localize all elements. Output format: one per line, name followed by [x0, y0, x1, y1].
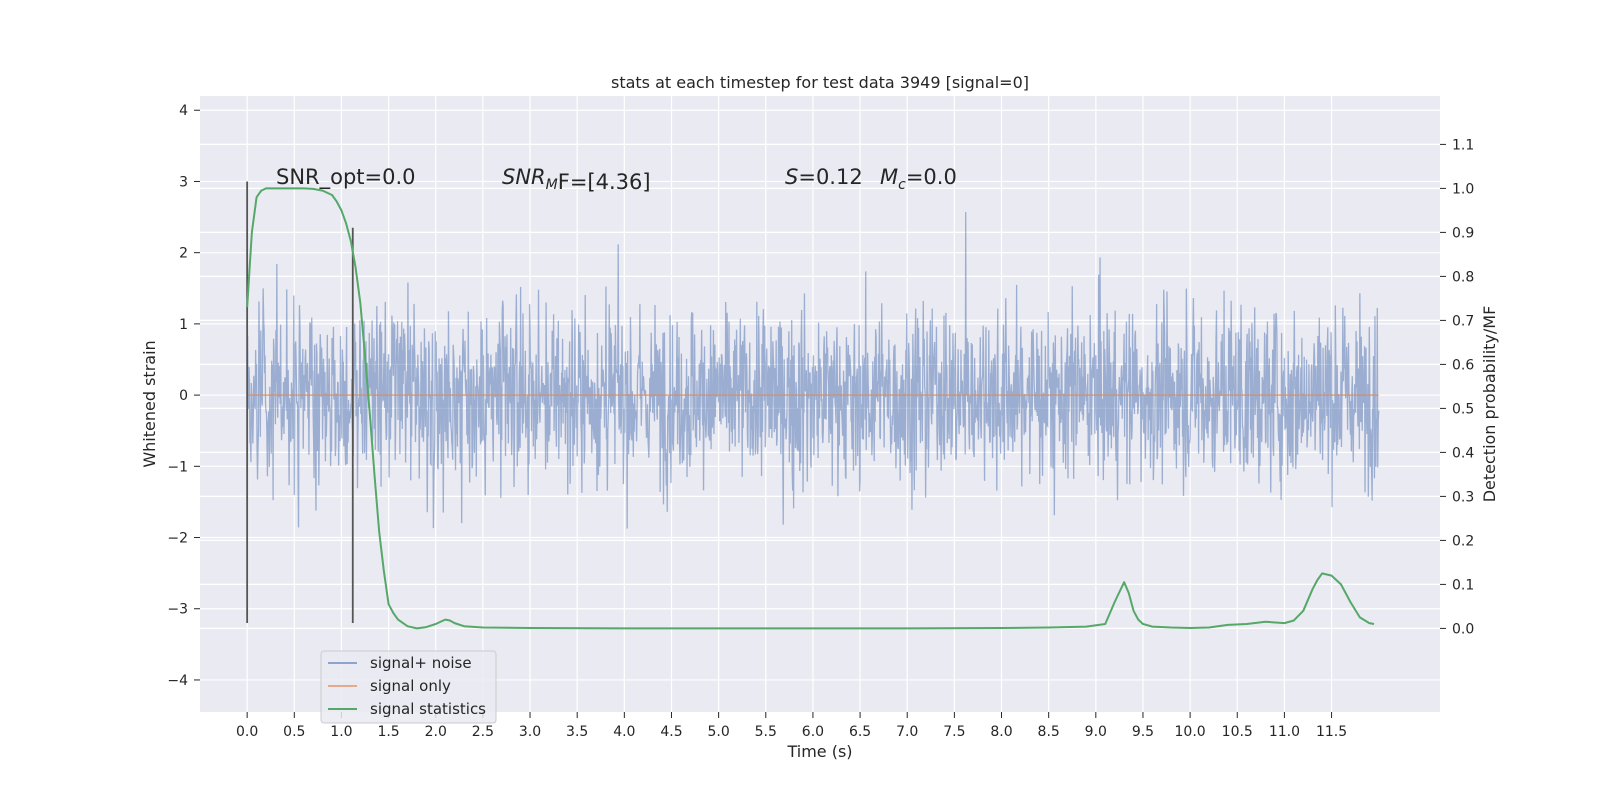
x-tick-label: 2.5	[472, 724, 494, 740]
y-left-tick-label: −2	[167, 531, 188, 547]
x-tick-label: 5.0	[707, 724, 729, 740]
y-left-tick-label: −1	[167, 459, 188, 475]
annotation-snr-mf-subscript: M	[546, 177, 558, 193]
x-tick-label: 8.0	[990, 724, 1012, 740]
x-tick-label: 1.5	[377, 724, 399, 740]
annotation-mc: Mc=0.0	[880, 165, 957, 193]
legend-label-signal-statistics: signal statistics	[370, 700, 486, 718]
y-right-tick-label: 0.2	[1452, 533, 1474, 549]
annotation-snr-mf: SNRMF=[4.36]	[502, 165, 651, 194]
chart-title: stats at each timestep for test data 394…	[611, 73, 1029, 92]
legend-box	[320, 650, 497, 724]
y-left-tick-label: −3	[167, 602, 188, 618]
y-right-tick-label: 1.0	[1452, 181, 1474, 197]
x-axis: 0.0 0.5 1.0 1.5 2.0 2.5 3.0 3.5 4.0 4.5 5.0 5.5 6.0 6…	[236, 712, 1347, 740]
x-tick-label: 3.5	[566, 724, 588, 740]
y-right-tick-label: 0.3	[1452, 489, 1474, 505]
y-right-tick-label: 0.7	[1452, 313, 1474, 329]
annotation-snr-mf-rest: F=[4.36]	[558, 170, 651, 194]
x-tick-label: 11.5	[1316, 724, 1347, 740]
series-signal-statistics	[246, 187, 1375, 630]
y-right-tick-label: 0.0	[1452, 621, 1474, 637]
annotation-mc-symbol: M	[880, 165, 898, 189]
y-right-tick-label: 0.1	[1452, 577, 1474, 593]
x-tick-label: 9.5	[1132, 724, 1154, 740]
x-tick-label: 0.5	[283, 724, 305, 740]
x-tick-label: 11.0	[1269, 724, 1300, 740]
annotation-mc-subscript: c	[898, 177, 906, 193]
y-left-tick-label: 4	[179, 103, 188, 119]
y-right-tick-label: 0.9	[1452, 225, 1474, 241]
y-left-tick-label: 3	[179, 174, 188, 190]
y-axis-right-label: Detection probability/MF	[1480, 306, 1499, 503]
x-axis-label: Time (s)	[786, 742, 852, 761]
x-tick-label: 2.0	[425, 724, 447, 740]
y-axis-left-label: Whitened strain	[140, 340, 159, 467]
x-tick-label: 9.0	[1085, 724, 1107, 740]
legend-label-signal-only: signal only	[370, 677, 451, 695]
x-tick-label: 7.5	[943, 724, 965, 740]
x-tick-label: 0.0	[236, 724, 258, 740]
annotation-s: S=0.12	[785, 165, 863, 189]
legend: signal+ noise signal only signal statist…	[320, 650, 497, 724]
grid-lines	[200, 96, 1440, 712]
annotation-s-rest: =0.12	[798, 165, 862, 189]
x-tick-label: 3.0	[519, 724, 541, 740]
vertical-markers	[246, 181, 354, 623]
y-right-tick-label: 0.8	[1452, 269, 1474, 285]
x-tick-label: 6.0	[802, 724, 824, 740]
x-tick-label: 10.0	[1175, 724, 1206, 740]
x-tick-label: 6.5	[849, 724, 871, 740]
y-right-tick-label: 0.4	[1452, 445, 1474, 461]
series-signal-plus-noise	[246, 211, 1380, 529]
y-left-tick-label: 0	[179, 388, 188, 404]
x-tick-label: 7.0	[896, 724, 918, 740]
y-left-tick-label: 2	[179, 246, 188, 262]
line-signal-statistics	[246, 187, 1375, 630]
y-axis-right: 0.0 0.1 0.2 0.3 0.4 0.5 0.6 0.7 0.8 0.9 1.0 1.1	[1440, 137, 1474, 637]
y-left-tick-label: 1	[179, 317, 188, 333]
y-right-tick-label: 1.1	[1452, 137, 1474, 153]
x-tick-label: 4.0	[613, 724, 635, 740]
annotation-mc-rest: =0.0	[906, 165, 957, 189]
y-right-tick-label: 0.5	[1452, 401, 1474, 417]
legend-label-signal-plus-noise: signal+ noise	[370, 654, 472, 672]
y-right-tick-label: 0.6	[1452, 357, 1474, 373]
x-tick-label: 4.5	[660, 724, 682, 740]
y-axis-left: −4 −3 −2 −1 0 1 2 3 4	[167, 103, 200, 689]
x-tick-label: 5.5	[755, 724, 777, 740]
x-tick-label: 10.5	[1222, 724, 1253, 740]
annotation-snr-mf-symbol: SNR	[502, 165, 546, 189]
y-left-tick-label: −4	[167, 673, 188, 689]
line-signal-plus-noise	[246, 211, 1380, 529]
x-tick-label: 8.5	[1038, 724, 1060, 740]
annotation-s-symbol: S	[785, 165, 798, 189]
x-tick-label: 1.0	[330, 724, 352, 740]
annotation-snr-opt: SNR_opt=0.0	[276, 165, 416, 190]
